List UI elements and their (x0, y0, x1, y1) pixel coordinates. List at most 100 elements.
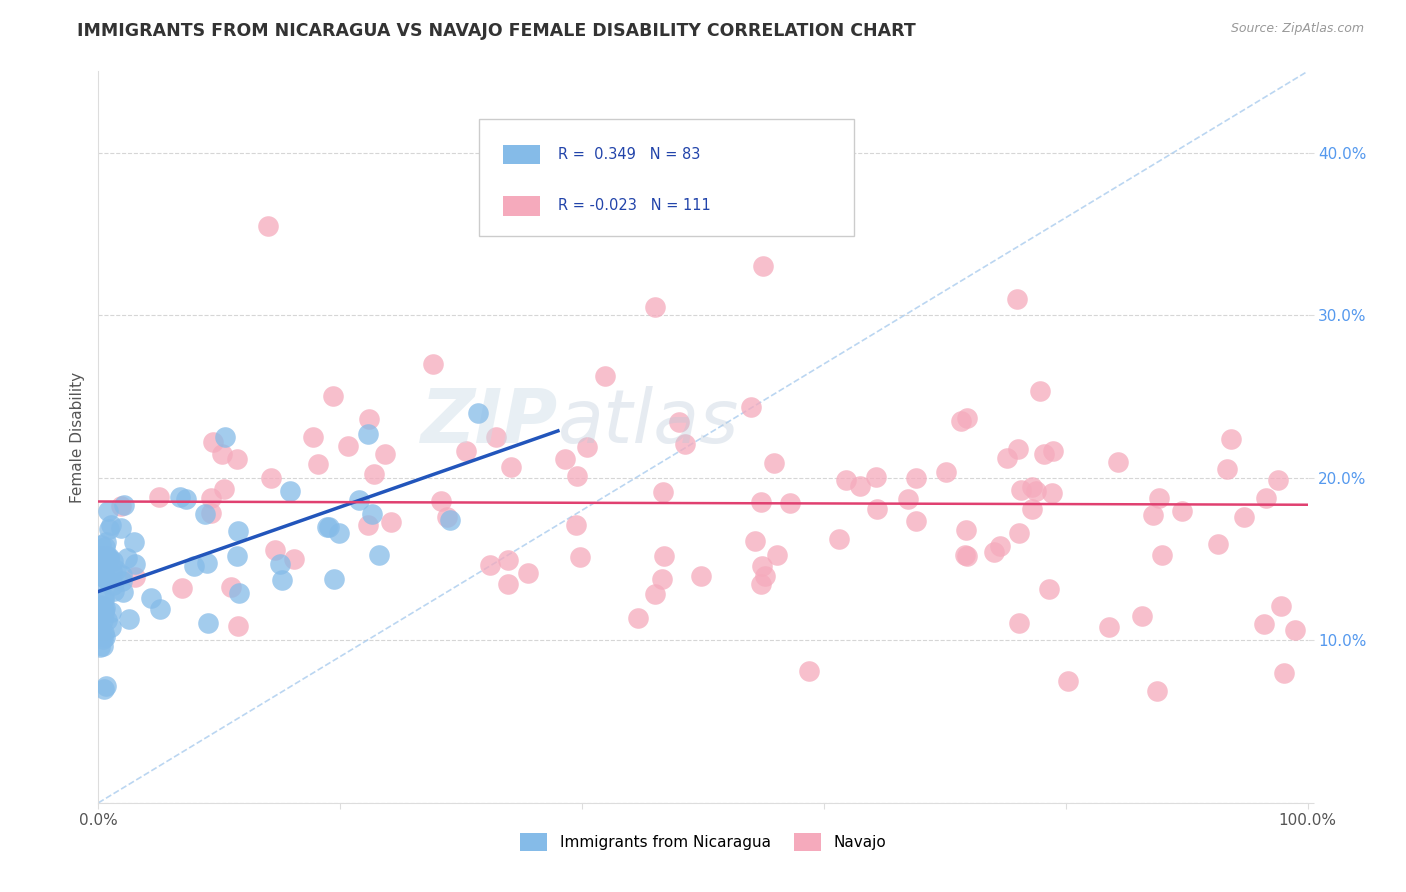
Point (91, 604, 114, 618)
Point (988, 539, 1011, 553)
Point (751, 576, 773, 591)
Point (94, 557, 117, 571)
Point (226, 524, 249, 538)
Point (194, 507, 217, 521)
Point (112, 498, 135, 512)
Point (117, 551, 139, 566)
Point (322, 573, 344, 587)
Bar (503, 196, 540, 216)
Point (754, 568, 776, 582)
Point (337, 439, 360, 453)
Point (740, 401, 762, 415)
Point (380, 516, 402, 530)
Point (93, 593, 115, 607)
Point (479, 558, 502, 572)
Point (357, 427, 380, 442)
Point (118, 612, 141, 626)
Point (1215, 462, 1237, 476)
Point (101, 554, 124, 568)
Point (436, 509, 458, 524)
Point (139, 591, 162, 605)
Text: IMMIGRANTS FROM NICARAGUA VS NAVAJO FEMALE DISABILITY CORRELATION CHART: IMMIGRANTS FROM NICARAGUA VS NAVAJO FEMA… (77, 22, 917, 40)
Point (1025, 484, 1047, 499)
Point (316, 520, 339, 534)
Point (183, 559, 205, 574)
Point (1008, 525, 1031, 540)
Point (1130, 608, 1153, 623)
Point (97, 550, 120, 565)
Point (956, 549, 979, 564)
Point (1146, 683, 1168, 698)
Point (93, 630, 115, 644)
Point (200, 507, 222, 521)
Point (111, 574, 134, 588)
Point (90, 539, 112, 553)
Point (1272, 665, 1295, 680)
Point (744, 534, 766, 549)
Text: R =  0.349   N = 83: R = 0.349 N = 83 (558, 147, 700, 161)
Point (94, 572, 117, 586)
Point (269, 557, 291, 571)
Point (225, 451, 247, 466)
Point (111, 568, 134, 582)
Point (1056, 673, 1078, 688)
Point (554, 451, 576, 466)
Point (1171, 504, 1194, 518)
Point (89, 566, 111, 580)
Point (195, 556, 218, 570)
Point (1007, 292, 1029, 306)
Point (848, 479, 870, 493)
Point (328, 526, 350, 541)
Point (111, 584, 134, 599)
Point (94, 572, 117, 586)
Point (100, 517, 122, 532)
Point (93, 681, 115, 696)
Point (422, 357, 444, 371)
Point (110, 499, 132, 513)
Point (302, 430, 325, 444)
Point (322, 389, 344, 403)
Point (430, 494, 453, 508)
Point (1233, 510, 1256, 524)
Point (89, 640, 111, 655)
Point (359, 411, 381, 425)
Point (865, 469, 887, 483)
Point (93, 603, 115, 617)
Point (122, 534, 145, 549)
Point (983, 545, 1005, 559)
Point (1220, 432, 1243, 446)
Point (593, 368, 616, 383)
Point (228, 586, 250, 600)
Point (89, 611, 111, 625)
Text: Source: ZipAtlas.com: Source: ZipAtlas.com (1230, 22, 1364, 36)
Point (485, 429, 508, 443)
Point (367, 548, 389, 562)
Point (283, 551, 305, 566)
Point (1284, 623, 1306, 637)
Point (318, 520, 340, 534)
Point (766, 548, 789, 562)
Point (90, 599, 112, 613)
Point (1021, 480, 1043, 494)
Point (454, 444, 477, 458)
Point (797, 664, 820, 678)
Point (256, 219, 278, 233)
Text: R = -0.023   N = 111: R = -0.023 N = 111 (558, 198, 710, 213)
Point (90, 606, 112, 620)
Point (1107, 455, 1129, 469)
Text: atlas: atlas (558, 386, 740, 458)
Point (105, 563, 128, 577)
Point (565, 468, 588, 483)
Point (201, 435, 224, 450)
Point (749, 495, 772, 509)
Point (956, 411, 979, 425)
Point (96, 613, 118, 627)
Point (219, 580, 242, 594)
Point (499, 460, 522, 475)
Point (752, 260, 775, 274)
Point (673, 437, 696, 451)
Text: ZIP: ZIP (420, 386, 558, 459)
Point (751, 559, 773, 574)
Point (101, 578, 124, 592)
Point (93, 571, 115, 585)
